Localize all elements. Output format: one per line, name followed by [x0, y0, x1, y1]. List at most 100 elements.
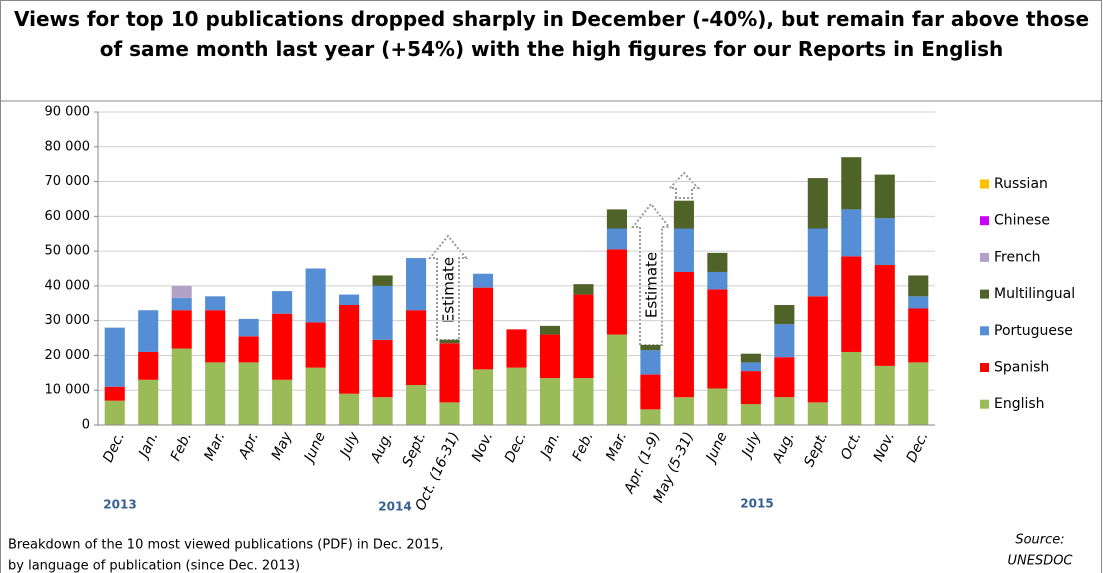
bar-segment [740, 371, 761, 405]
y-tick-label: 60 000 [45, 209, 91, 224]
annotation: Estimate [440, 257, 458, 323]
bar-segment [238, 362, 259, 425]
bar-segment [305, 367, 326, 425]
bar-segment [104, 400, 125, 425]
x-tick-label: Mar. [603, 430, 630, 464]
bar-segment [138, 351, 159, 380]
bar-segment [673, 397, 694, 425]
bar-segment [874, 174, 895, 219]
bar-segment [908, 296, 929, 309]
legend-label: Spanish [994, 360, 1049, 376]
legend-label: Portuguese [994, 323, 1073, 339]
legend-swatch [980, 179, 989, 189]
bar-segment [874, 265, 895, 366]
y-tick-label: 20 000 [45, 348, 91, 363]
bar-segment [339, 294, 360, 306]
bar-segment [272, 291, 293, 314]
bar-segment [372, 285, 393, 340]
bar-segment [305, 322, 326, 368]
bar-segment [841, 256, 862, 352]
bar-segment [539, 378, 561, 425]
bar-segment [104, 327, 125, 387]
bar-segment [841, 157, 862, 210]
bar-segment [372, 339, 393, 398]
bar-segment [238, 318, 259, 337]
y-tick-label: 30 000 [45, 313, 91, 328]
bar-segment [506, 329, 527, 368]
bar-segment [406, 310, 427, 386]
footnote: by language of publication (since Dec. 2… [8, 559, 300, 573]
y-tick-label: 40 000 [45, 278, 91, 293]
bar-segment [238, 336, 259, 363]
bar-segment [640, 409, 661, 425]
bar-segment [673, 200, 694, 229]
x-tick-label: July [336, 429, 363, 462]
bar-segment [673, 271, 694, 398]
bar-segment [205, 296, 226, 311]
bar-segment [472, 287, 494, 370]
source: UNESDOC [1007, 554, 1073, 569]
estimate-arrow [630, 202, 672, 346]
legend-swatch [980, 216, 989, 226]
x-tick-label: Feb. [570, 430, 597, 464]
bar-segment [506, 367, 527, 425]
x-tick-label: Jan. [536, 430, 563, 463]
x-tick-label: Aug. [769, 430, 797, 466]
bar-segment [439, 402, 460, 425]
bar-segment [640, 345, 661, 351]
estimate-arrow [667, 171, 701, 199]
bar-segment [539, 325, 561, 335]
bar-segment [774, 324, 795, 358]
bar-segment [406, 385, 427, 425]
bar-segment [908, 275, 929, 297]
x-tick-label: Sept. [399, 430, 429, 470]
bar-segment [606, 209, 627, 229]
bar-segment [171, 298, 192, 311]
x-tick-label: July [738, 429, 765, 462]
bar-segment [707, 252, 728, 272]
chart-title: Views for top 10 publications dropped sh… [13, 7, 1090, 61]
bar-segment [272, 313, 293, 380]
bar-segment [171, 348, 192, 425]
bar-segment [439, 343, 460, 403]
bar-segment [606, 249, 627, 335]
estimate-arrows [427, 171, 701, 346]
bar-segment [841, 209, 862, 257]
legend-label: French [994, 249, 1041, 265]
bar-segment [372, 275, 393, 286]
y-tick-label: 0 [82, 418, 90, 433]
y-tick-label: 80 000 [45, 139, 91, 154]
legend-swatch [980, 399, 989, 409]
bar-segment [874, 365, 895, 425]
bar-segment [807, 402, 828, 425]
bar-segment [339, 393, 360, 425]
bar-segment [874, 218, 895, 266]
year-label: 2013 [103, 498, 136, 512]
bar-segment [205, 310, 226, 363]
x-tick-label: Apr. [235, 430, 261, 462]
bar-segment [439, 339, 460, 344]
bar-segment [573, 378, 594, 425]
x-tick-label: Feb. [168, 430, 195, 464]
bar-segment [774, 397, 795, 425]
bar-segment [606, 228, 627, 250]
annotation: Estimate [643, 252, 661, 318]
bar-segment [841, 351, 862, 425]
legend-label: Russian [994, 176, 1048, 192]
legend-swatch [980, 252, 989, 262]
x-tick-label: Sept. [801, 430, 831, 470]
x-tick-label: Nov. [871, 430, 898, 465]
bar-segment [171, 285, 192, 299]
legend-label: Chinese [994, 213, 1050, 229]
bar-segment [908, 308, 929, 363]
bar-segment [606, 334, 627, 425]
x-tick-label: Oct. [838, 430, 865, 463]
y-tick-label: 70 000 [45, 174, 91, 189]
source: Source: [1015, 533, 1064, 548]
bar-segment [740, 353, 761, 363]
x-tick-label: June [300, 430, 329, 467]
bar-segment [138, 379, 159, 425]
bar-segment [372, 397, 393, 425]
bar-segment [640, 374, 661, 410]
